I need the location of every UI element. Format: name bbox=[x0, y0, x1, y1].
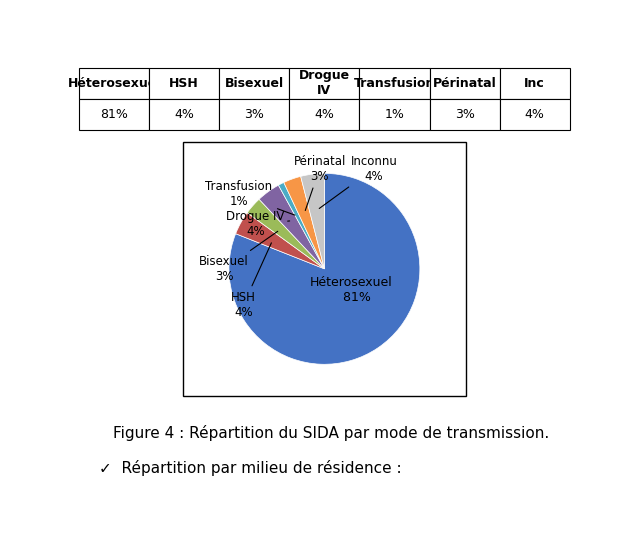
Text: Périnatal
3%: Périnatal 3% bbox=[294, 154, 346, 210]
Text: Figure 4 : Répartition du SIDA par mode de transmission.: Figure 4 : Répartition du SIDA par mode … bbox=[113, 425, 549, 441]
Wedge shape bbox=[284, 176, 325, 269]
Text: ✓  Répartition par milieu de résidence :: ✓ Répartition par milieu de résidence : bbox=[99, 460, 401, 476]
Text: Héterosexuel
   81%: Héterosexuel 81% bbox=[310, 276, 392, 304]
Wedge shape bbox=[279, 182, 325, 269]
Text: Bisexuel
3%: Bisexuel 3% bbox=[199, 231, 278, 283]
Text: Inconnu
4%: Inconnu 4% bbox=[319, 154, 398, 209]
Wedge shape bbox=[229, 173, 420, 364]
Wedge shape bbox=[301, 173, 325, 269]
Wedge shape bbox=[235, 213, 325, 269]
Text: HSH
4%: HSH 4% bbox=[231, 243, 272, 319]
Wedge shape bbox=[259, 185, 325, 269]
Text: Transfusion
1%: Transfusion 1% bbox=[205, 180, 295, 215]
Text: Drogue IV
4%: Drogue IV 4% bbox=[227, 210, 290, 238]
Wedge shape bbox=[248, 199, 325, 269]
